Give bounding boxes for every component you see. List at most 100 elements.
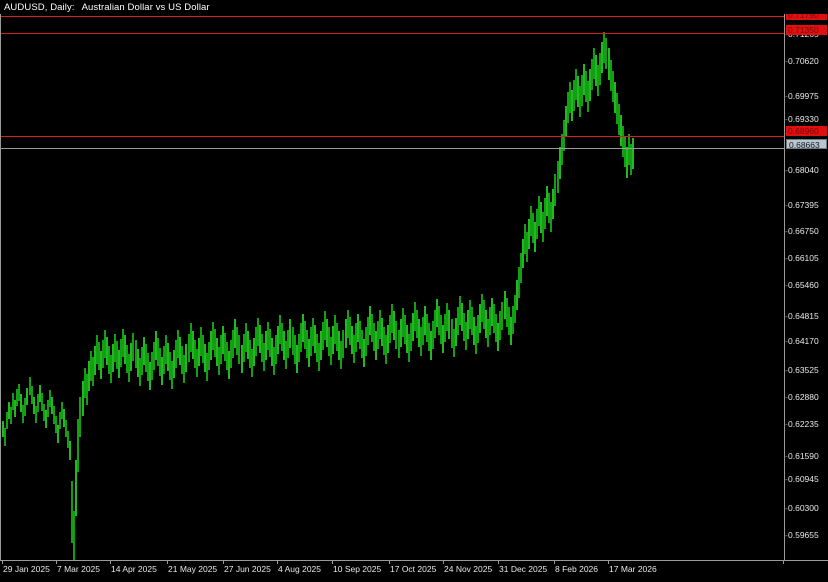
candle	[105, 336, 108, 365]
candle	[479, 304, 482, 333]
candle	[91, 356, 94, 387]
candle	[530, 205, 533, 236]
price-tick-label: 0.60300	[788, 503, 819, 513]
candle	[242, 333, 245, 363]
candle	[548, 192, 551, 223]
price-axis-line	[0, 14, 1, 560]
candle	[97, 341, 100, 371]
price-tick-dash: -	[785, 530, 788, 540]
price-tick-dash: -	[785, 280, 788, 290]
candle	[289, 319, 292, 348]
candle	[564, 105, 567, 138]
candle	[568, 81, 571, 113]
candle	[368, 306, 371, 335]
price-tick-dash: -	[785, 114, 788, 124]
candle	[16, 389, 19, 407]
candle	[603, 31, 606, 63]
candle	[338, 331, 341, 360]
candle	[303, 320, 306, 349]
price-tick-dash: -	[785, 474, 788, 484]
time-tick-mark	[332, 560, 333, 564]
candle	[424, 306, 426, 335]
candle	[344, 319, 347, 348]
candle	[305, 329, 308, 359]
resistance-lower-line[interactable]	[0, 33, 784, 34]
candle	[30, 386, 33, 404]
candle	[538, 195, 541, 226]
candle	[42, 404, 45, 422]
price-tick-label: 0.66750	[788, 226, 819, 236]
price-tick-dash: -	[785, 365, 788, 375]
time-scale[interactable]: 29 Jan 2025 7 Mar 2025 14 Apr 2025 21 May 2…	[0, 560, 828, 582]
candle	[34, 406, 37, 424]
candle	[203, 343, 206, 372]
price-tick-dash: -	[785, 311, 788, 321]
chart-plot-area[interactable]	[0, 14, 784, 560]
candle	[485, 309, 488, 338]
resistance-upper-line[interactable]	[0, 16, 784, 17]
candle	[477, 314, 480, 343]
candle	[258, 324, 261, 353]
candle	[507, 307, 510, 336]
price-tick-label: 0.62880	[788, 392, 819, 402]
candle	[201, 334, 204, 363]
candle	[385, 335, 388, 364]
candle	[79, 397, 82, 438]
candle	[152, 341, 155, 371]
time-tick-mark	[277, 560, 278, 564]
candle	[148, 362, 151, 391]
candle	[299, 323, 302, 352]
candle	[126, 344, 129, 373]
candle	[252, 337, 255, 367]
candle	[46, 399, 49, 418]
candle	[513, 295, 516, 324]
price-tick: -0.60945	[785, 474, 828, 484]
candle	[144, 343, 147, 372]
candlestick-series	[0, 14, 784, 560]
price-tick-dash: -	[785, 200, 788, 210]
candle	[532, 212, 535, 243]
price-tick: -0.69975	[785, 91, 828, 101]
candle	[342, 329, 345, 359]
time-axis-line	[0, 560, 828, 561]
current-price-label[interactable]: 0.68663	[786, 139, 827, 150]
candle	[450, 319, 453, 348]
candle	[487, 318, 490, 347]
candle	[250, 348, 253, 377]
candle	[442, 324, 445, 353]
price-tick: -0.66750	[785, 226, 828, 236]
candle	[63, 409, 66, 427]
candle	[146, 352, 149, 382]
candle	[505, 298, 508, 327]
time-tick-mark	[2, 560, 3, 564]
candle	[379, 310, 382, 339]
price-tick-label: 0.65460	[788, 280, 819, 290]
price-scale[interactable]: -0.71910-0.71265-0.70620-0.69975-0.69330…	[785, 0, 828, 560]
candle	[309, 327, 312, 356]
candle	[589, 69, 592, 101]
price-pane[interactable]	[0, 14, 784, 560]
current-price-gray-line[interactable]	[0, 148, 784, 149]
price-tick-label: 0.69330	[788, 114, 819, 124]
price-tick: -0.62235	[785, 419, 828, 429]
support-red-line[interactable]	[0, 136, 784, 137]
candle	[320, 331, 323, 360]
support-label[interactable]: 0.68960	[786, 126, 827, 136]
price-tick: -0.64170	[785, 336, 828, 346]
candle	[224, 332, 227, 361]
candle	[216, 337, 219, 367]
candle	[171, 360, 174, 390]
candle	[330, 336, 333, 365]
candle	[340, 340, 343, 369]
candle	[283, 331, 286, 360]
candle	[493, 304, 496, 333]
resistance-upper-label[interactable]: 0.71790	[786, 10, 827, 20]
candle	[438, 306, 441, 335]
price-tick: -0.69330	[785, 114, 828, 124]
resistance-lower-label[interactable]: 0.71350	[786, 25, 827, 35]
candle	[150, 351, 153, 380]
price-tick-label: 0.69975	[788, 91, 819, 101]
candle	[246, 330, 249, 359]
price-tick-label: 0.64815	[788, 311, 819, 321]
